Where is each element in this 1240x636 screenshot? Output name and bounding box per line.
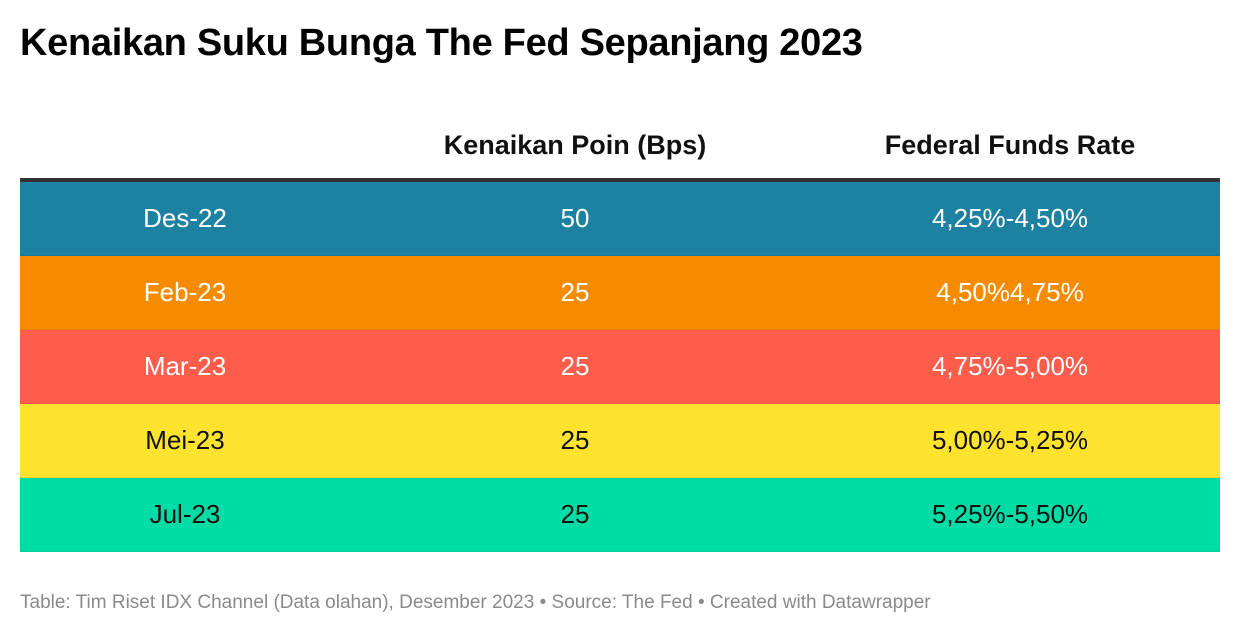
table-row: Feb-23 25 4,50%4,75%: [20, 256, 1220, 330]
table-row: Mei-23 25 5,00%-5,25%: [20, 404, 1220, 478]
table-header: Kenaikan Poin (Bps) Federal Funds Rate: [20, 112, 1220, 182]
table-row: Jul-23 25 5,25%-5,50%: [20, 478, 1220, 552]
rate-cell: 4,50%4,75%: [936, 277, 1084, 307]
period-cell: Mar-23: [143, 351, 227, 381]
rate-cell: 5,00%-5,25%: [931, 425, 1089, 455]
chart-title: Kenaikan Suku Bunga The Fed Sepanjang 20…: [20, 22, 863, 64]
rate-cell: 4,25%-4,50%: [931, 203, 1089, 233]
table-body: Des-22 50 4,25%-4,50% Feb-23 25 4,50%4,75% Mar…: [20, 182, 1220, 552]
header-bps: Kenaikan Poin (Bps): [443, 129, 707, 160]
period-cell: Jul-23: [149, 499, 221, 529]
table-row: Mar-23 25 4,75%-5,00%: [20, 330, 1220, 404]
bps-cell: 25: [560, 425, 590, 455]
table-row: Des-22 50 4,25%-4,50%: [20, 182, 1220, 256]
rate-cell: 5,25%-5,50%: [931, 499, 1089, 529]
footer-note: Table: Tim Riset IDX Channel (Data olaha…: [20, 592, 931, 613]
header-rate: Federal Funds Rate: [884, 129, 1136, 160]
rate-table: Kenaikan Poin (Bps) Federal Funds Rate D…: [20, 112, 1220, 552]
period-cell: Feb-23: [143, 277, 227, 307]
rate-cell: 4,75%-5,00%: [931, 351, 1089, 381]
bps-cell: 25: [560, 277, 590, 307]
bps-cell: 50: [560, 203, 590, 233]
bps-cell: 25: [560, 499, 590, 529]
bps-cell: 25: [560, 351, 590, 381]
period-cell: Des-22: [143, 203, 227, 233]
period-cell: Mei-23: [145, 425, 225, 455]
